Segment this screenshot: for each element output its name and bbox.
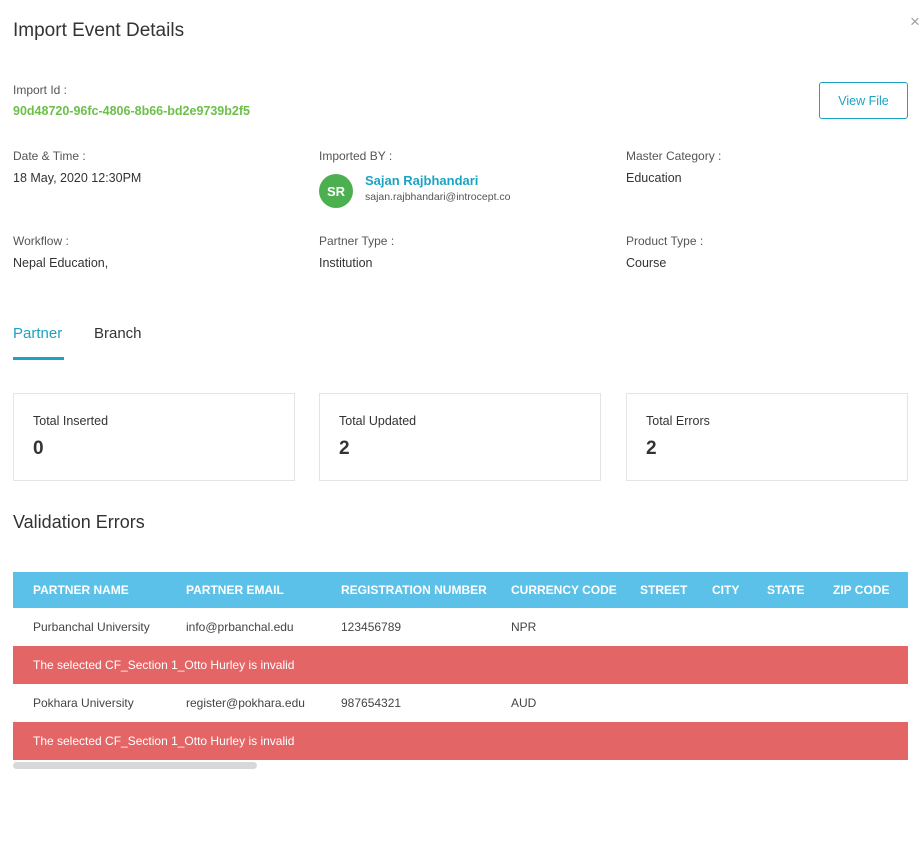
view-file-button[interactable]: View File bbox=[819, 82, 908, 119]
column-header-currency-code: CURRENCY CODE bbox=[511, 583, 617, 597]
error-row: The selected CF_Section 1_Otto Hurley is… bbox=[13, 646, 908, 684]
column-header-partner-name: PARTNER NAME bbox=[33, 583, 129, 597]
cell-partner-name: Purbanchal University bbox=[33, 620, 150, 634]
cell-partner-email: register@pokhara.edu bbox=[186, 696, 305, 710]
tab-active-underline bbox=[13, 357, 64, 360]
date-time-label: Date & Time : bbox=[13, 149, 86, 163]
horizontal-scrollbar[interactable] bbox=[13, 762, 257, 769]
cell-currency-code: NPR bbox=[511, 620, 537, 634]
table-row: Purbanchal University info@prbanchal.edu… bbox=[13, 608, 908, 646]
page-title: Import Event Details bbox=[13, 20, 185, 41]
column-header-state: STATE bbox=[767, 583, 805, 597]
import-id-label: Import Id : bbox=[13, 83, 68, 97]
stat-value: 2 bbox=[646, 438, 657, 459]
column-header-partner-email: PARTNER EMAIL bbox=[186, 583, 284, 597]
stat-value: 0 bbox=[33, 438, 44, 459]
date-time-value: 18 May, 2020 12:30PM bbox=[13, 171, 142, 185]
column-header-city: CITY bbox=[712, 583, 740, 597]
stat-card-errors: Total Errors 2 bbox=[626, 393, 908, 481]
validation-errors-table: PARTNER NAME PARTNER EMAIL REGISTRATION … bbox=[13, 572, 908, 760]
master-category-label: Master Category : bbox=[626, 149, 722, 163]
error-row: The selected CF_Section 1_Otto Hurley is… bbox=[13, 722, 908, 760]
imported-by-label: Imported BY : bbox=[319, 149, 393, 163]
product-type-value: Course bbox=[626, 256, 667, 270]
section-title: Validation Errors bbox=[13, 512, 145, 532]
cell-registration-number: 987654321 bbox=[341, 696, 402, 710]
stat-card-updated: Total Updated 2 bbox=[319, 393, 601, 481]
cell-partner-name: Pokhara University bbox=[33, 696, 134, 710]
stat-card-inserted: Total Inserted 0 bbox=[13, 393, 295, 481]
partner-type-label: Partner Type : bbox=[319, 234, 395, 248]
stat-label: Total Inserted bbox=[33, 414, 109, 428]
stat-value: 2 bbox=[339, 438, 350, 459]
column-header-street: STREET bbox=[640, 583, 688, 597]
table-header: PARTNER NAME PARTNER EMAIL REGISTRATION … bbox=[13, 572, 908, 608]
tab-partner[interactable]: Partner bbox=[13, 325, 63, 342]
cell-partner-email: info@prbanchal.edu bbox=[186, 620, 294, 634]
table-row: Pokhara University register@pokhara.edu … bbox=[13, 684, 908, 722]
master-category-value: Education bbox=[626, 171, 682, 185]
user-name-link[interactable]: Sajan Rajbhandari bbox=[365, 173, 479, 188]
workflow-value: Nepal Education, bbox=[13, 256, 109, 270]
partner-type-value: Institution bbox=[319, 256, 373, 270]
cell-currency-code: AUD bbox=[511, 696, 537, 710]
column-header-registration-number: REGISTRATION NUMBER bbox=[341, 583, 487, 597]
product-type-label: Product Type : bbox=[626, 234, 704, 248]
close-icon[interactable]: × bbox=[910, 12, 920, 31]
avatar: SR bbox=[319, 174, 353, 208]
cell-registration-number: 123456789 bbox=[341, 620, 402, 634]
tab-branch[interactable]: Branch bbox=[94, 325, 142, 342]
import-id-value: 90d48720-96fc-4806-8b66-bd2e9739b2f5 bbox=[13, 104, 250, 118]
workflow-label: Workflow : bbox=[13, 234, 69, 248]
stat-label: Total Updated bbox=[339, 414, 417, 428]
stat-label: Total Errors bbox=[646, 414, 710, 428]
user-email: sajan.rajbhandari@introcept.co bbox=[365, 191, 511, 203]
column-header-zip-code: ZIP CODE bbox=[833, 583, 890, 597]
